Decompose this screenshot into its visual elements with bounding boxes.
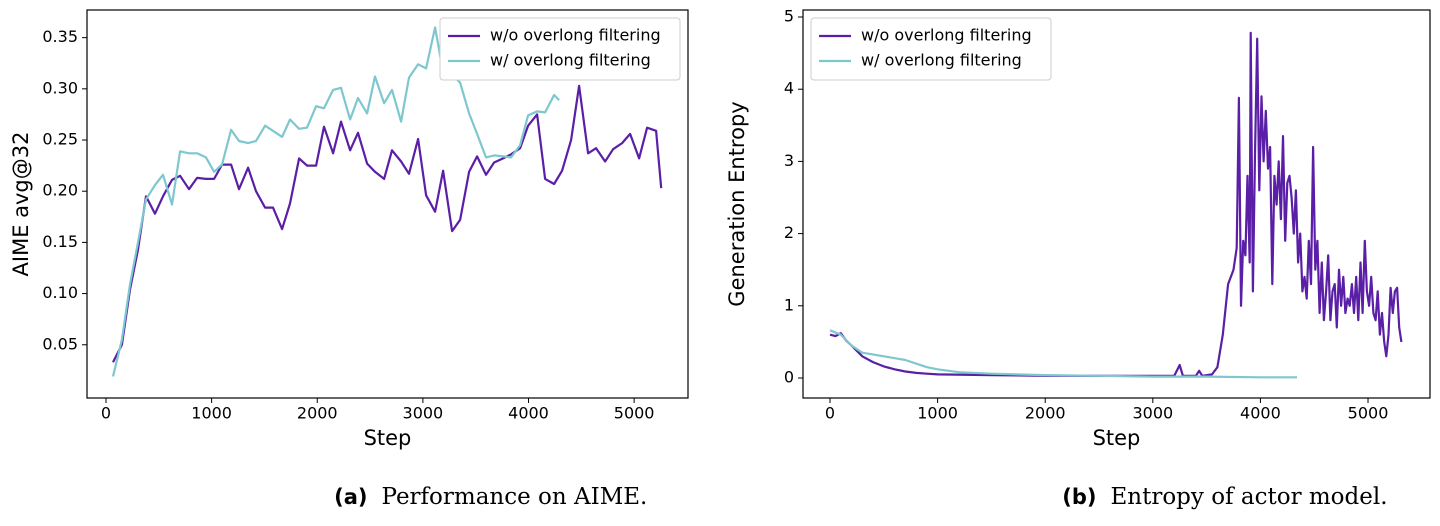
y-tick-label: 4 (784, 79, 794, 98)
x-tick-label: 3000 (1132, 404, 1173, 423)
x-tick-label: 0 (101, 404, 111, 423)
y-tick-label: 3 (784, 151, 794, 170)
x-tick-label: 0 (825, 404, 835, 423)
x-tick-label: 5000 (1348, 404, 1389, 423)
plot-frame (86, 9, 689, 399)
y-tick-label: 5 (784, 7, 794, 26)
caption-label: (b) (1062, 485, 1096, 509)
series-line (829, 31, 1403, 377)
y-tick-label: 0.10 (42, 283, 78, 302)
plot-frame (802, 9, 1431, 399)
legend-box (439, 17, 681, 81)
y-tick-label: 2 (784, 223, 794, 242)
x-tick-label: 3000 (403, 404, 444, 423)
y-tick-label: 0.15 (42, 232, 78, 251)
y-tick-label: 0.30 (42, 78, 78, 97)
x-tick-label: 1000 (917, 404, 958, 423)
series-line (829, 329, 1297, 379)
caption: Entropy of actor model. (1111, 484, 1388, 510)
legend-label: w/o overlong filtering (490, 26, 661, 45)
legend-label: w/ overlong filtering (861, 51, 1022, 70)
caption-label: (a) (334, 485, 367, 509)
x-tick-label: 1000 (191, 404, 232, 423)
series-line (111, 26, 560, 377)
caption: Performance on AIME. (382, 484, 648, 510)
legend-label: w/ overlong filtering (490, 51, 651, 70)
x-tick-label: 4000 (508, 404, 549, 423)
x-tick-label: 2000 (297, 404, 338, 423)
y-tick-label: 0.25 (42, 130, 78, 149)
x-tick-label: 5000 (614, 404, 655, 423)
x-axis-label: Step (1093, 426, 1141, 450)
y-axis-label: AIME avg@32 (9, 132, 33, 277)
x-tick-label: 4000 (1240, 404, 1281, 423)
y-tick-label: 0.05 (42, 334, 78, 353)
x-axis-label: Step (364, 426, 412, 450)
y-tick-label: 0.35 (42, 27, 78, 46)
legend-box (810, 17, 1052, 81)
legend-label: w/o overlong filtering (861, 26, 1032, 45)
y-tick-label: 1 (784, 295, 794, 314)
series-line (112, 84, 663, 363)
y-tick-label: 0 (784, 368, 794, 387)
y-tick-label: 0.20 (42, 181, 78, 200)
x-tick-label: 2000 (1025, 404, 1066, 423)
y-axis-label: Generation Entropy (725, 101, 749, 306)
